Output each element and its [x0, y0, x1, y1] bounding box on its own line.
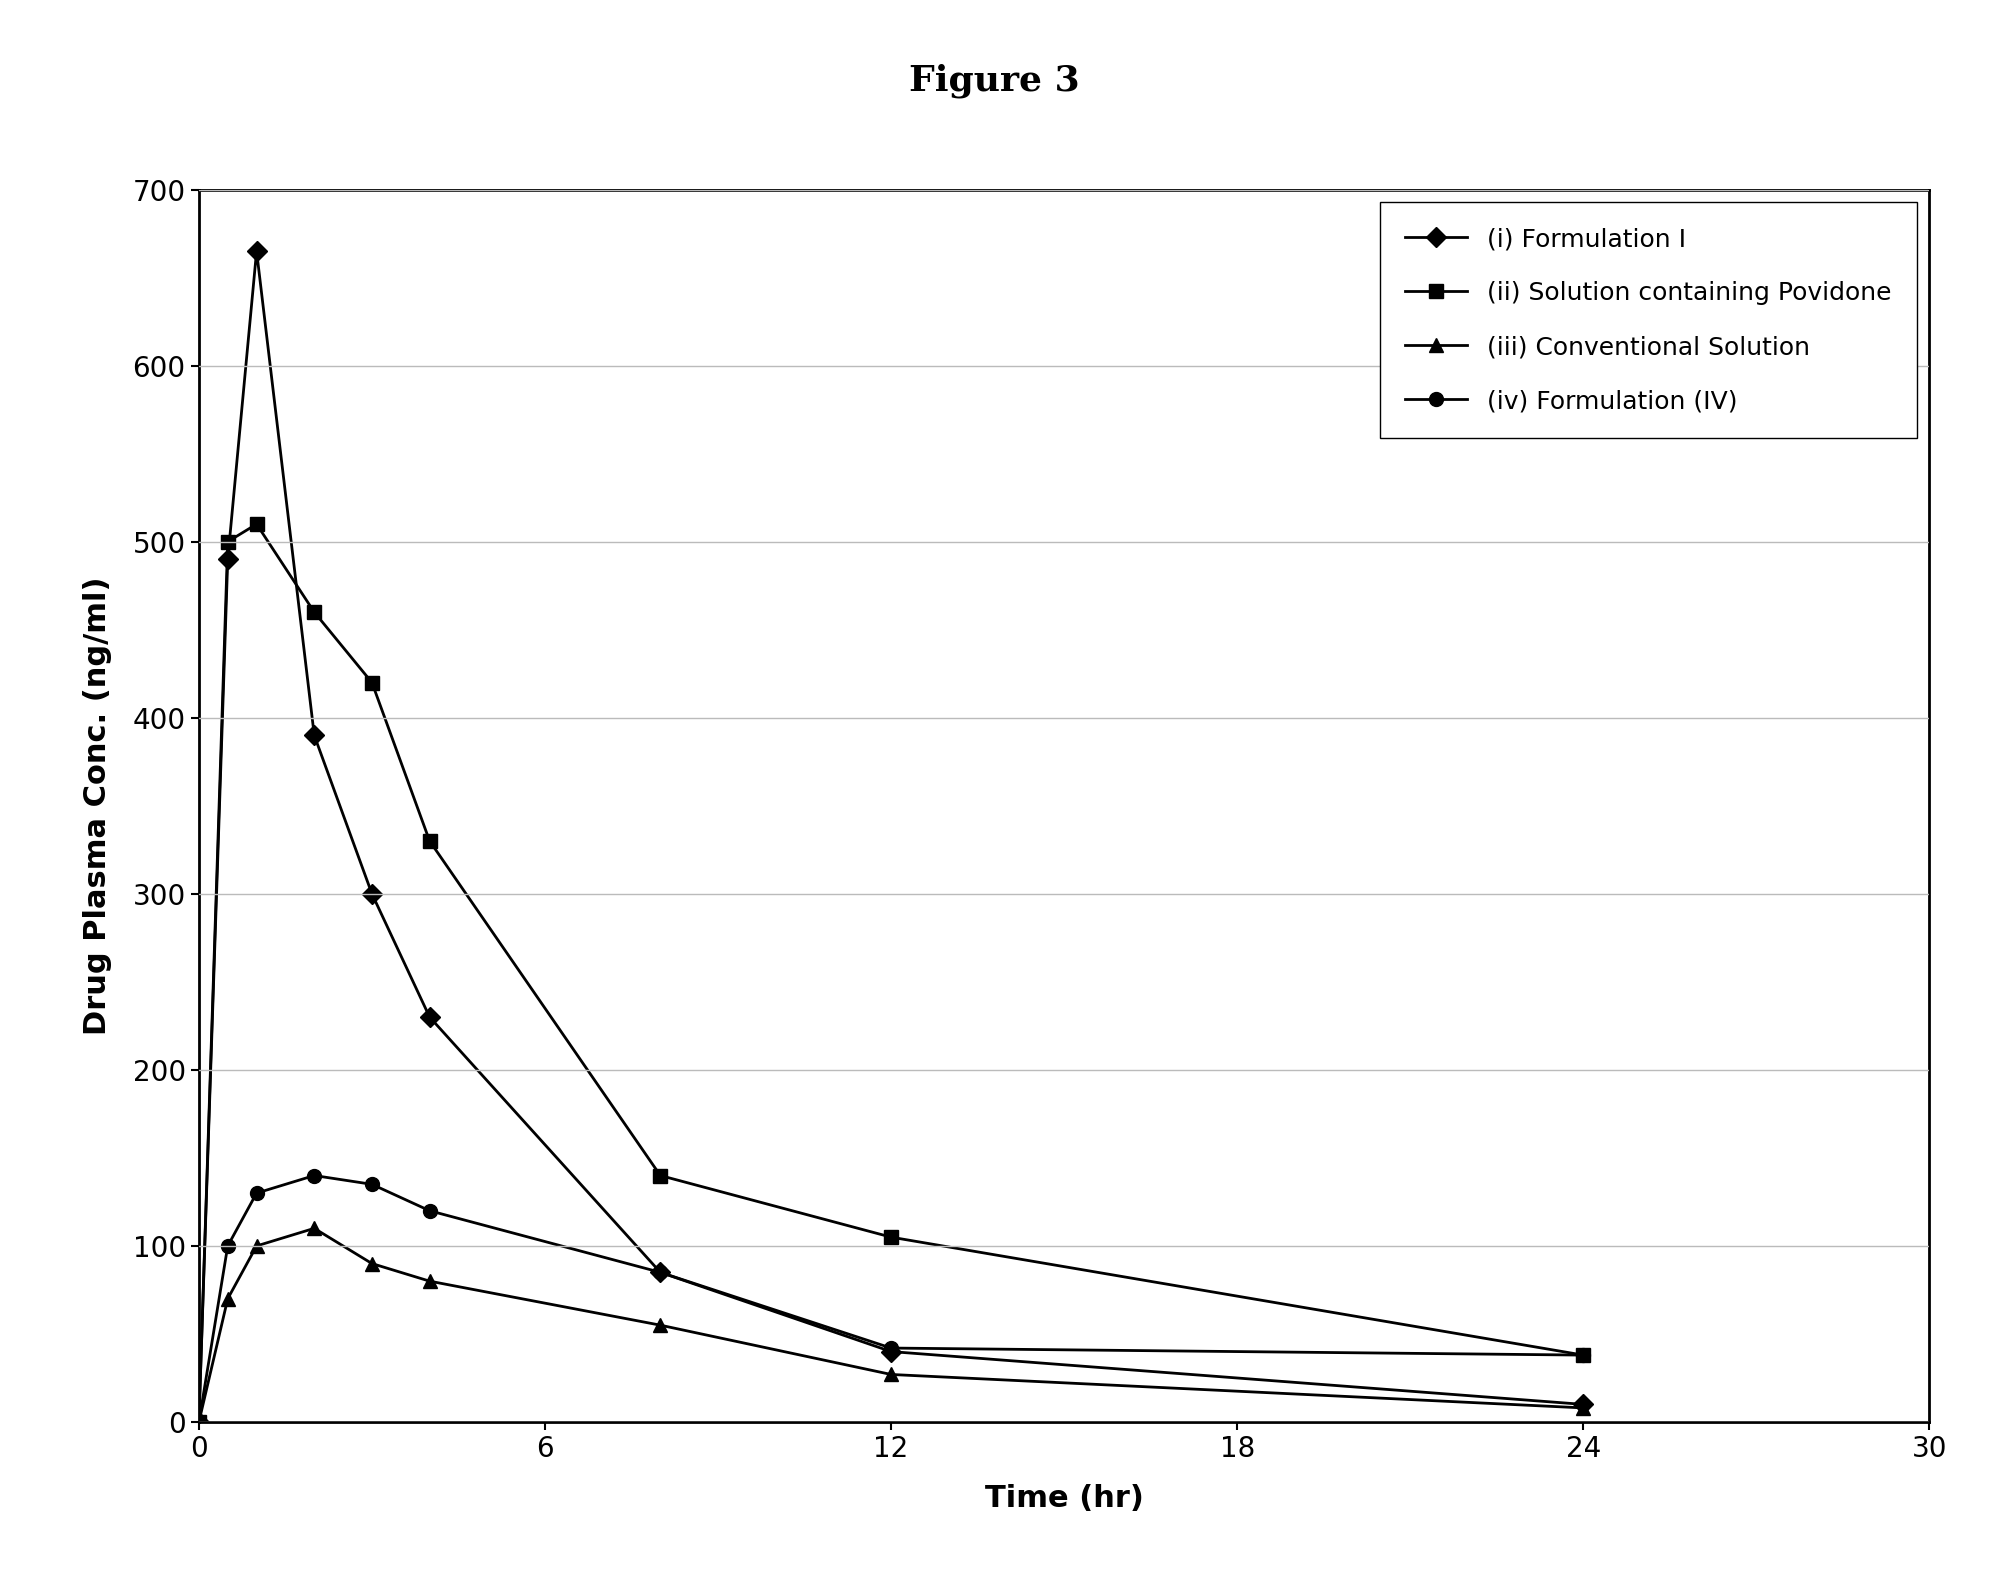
(i) Formulation I	[1571, 1395, 1595, 1414]
Legend: (i) Formulation I, (ii) Solution containing Povidone, (iii) Conventional Solutio: (i) Formulation I, (ii) Solution contain…	[1380, 202, 1917, 438]
(ii) Solution containing Povidone	[302, 602, 326, 621]
(iii) Conventional Solution	[215, 1289, 239, 1308]
Line: (iv) Formulation (IV): (iv) Formulation (IV)	[193, 1169, 1589, 1428]
(i) Formulation I	[360, 885, 384, 904]
(iv) Formulation (IV)	[215, 1237, 239, 1256]
(iv) Formulation (IV)	[1571, 1346, 1595, 1365]
Text: Figure 3: Figure 3	[909, 63, 1080, 98]
(i) Formulation I	[187, 1413, 211, 1431]
(i) Formulation I	[245, 242, 269, 261]
(iii) Conventional Solution	[360, 1255, 384, 1273]
(i) Formulation I	[302, 725, 326, 744]
X-axis label: Time (hr): Time (hr)	[985, 1484, 1144, 1514]
(iv) Formulation (IV)	[245, 1183, 269, 1202]
(iv) Formulation (IV)	[648, 1262, 672, 1281]
(i) Formulation I	[648, 1262, 672, 1281]
(ii) Solution containing Povidone	[215, 532, 239, 551]
(i) Formulation I	[215, 550, 239, 569]
(ii) Solution containing Povidone	[879, 1228, 903, 1247]
(iii) Conventional Solution	[302, 1218, 326, 1237]
(iv) Formulation (IV)	[360, 1176, 384, 1194]
(iii) Conventional Solution	[187, 1413, 211, 1431]
(iii) Conventional Solution	[245, 1237, 269, 1256]
Line: (i) Formulation I: (i) Formulation I	[193, 245, 1589, 1428]
(i) Formulation I	[418, 1008, 442, 1027]
(iii) Conventional Solution	[648, 1316, 672, 1335]
Y-axis label: Drug Plasma Conc. (ng/ml): Drug Plasma Conc. (ng/ml)	[84, 577, 111, 1035]
(i) Formulation I	[879, 1341, 903, 1360]
(ii) Solution containing Povidone	[1571, 1346, 1595, 1365]
(iv) Formulation (IV)	[187, 1413, 211, 1431]
Line: (ii) Solution containing Povidone: (ii) Solution containing Povidone	[193, 517, 1589, 1428]
(iv) Formulation (IV)	[879, 1338, 903, 1357]
(ii) Solution containing Povidone	[418, 831, 442, 850]
(iii) Conventional Solution	[418, 1272, 442, 1291]
(iii) Conventional Solution	[1571, 1398, 1595, 1417]
(iv) Formulation (IV)	[302, 1166, 326, 1185]
(ii) Solution containing Povidone	[648, 1166, 672, 1185]
(iii) Conventional Solution	[879, 1365, 903, 1384]
(ii) Solution containing Povidone	[187, 1413, 211, 1431]
(iv) Formulation (IV)	[418, 1201, 442, 1220]
(ii) Solution containing Povidone	[360, 673, 384, 692]
Line: (iii) Conventional Solution: (iii) Conventional Solution	[193, 1221, 1589, 1428]
(ii) Solution containing Povidone	[245, 515, 269, 534]
